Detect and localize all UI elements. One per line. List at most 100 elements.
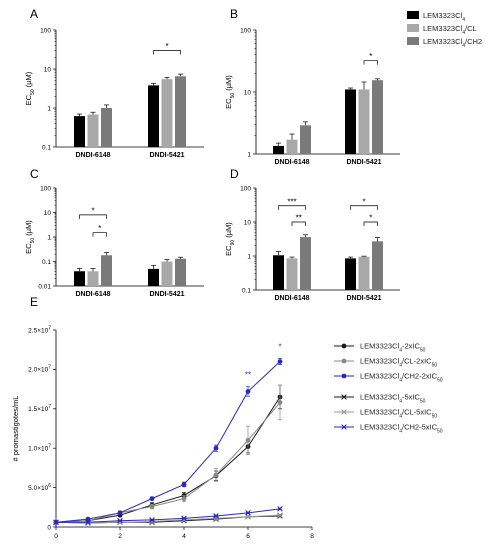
data-point [277,400,283,405]
label-text: /CL-2xIC [402,357,432,366]
panel-e: E 0 5.0×106 1.0×107 1.5×107 2.0×107 2.5×107 0 2 4… [11,295,314,540]
legend-label: LEM3323Cl4/CH2 [423,37,482,49]
significance-bracket [79,214,107,219]
data-point [277,512,283,518]
data-point [53,519,59,526]
significance-bracket [350,205,378,210]
label-text: (µM) [224,222,233,240]
y-tick-label: 10 [244,89,252,96]
bar [273,255,284,290]
bar [87,271,99,286]
bar [148,85,159,147]
data-point [245,510,251,516]
legend-label: LEM3323Cl4/CL [423,24,477,36]
y-tick-label: 2.0×107 [28,365,51,374]
category-label: DNDI-5421 [149,152,184,159]
significance-label: * [369,52,372,61]
legend-marker [341,409,347,415]
significance-label: * [98,224,101,233]
significance-label: * [369,214,372,223]
panel-letter: C [30,167,39,181]
y-tick-label: 1 [47,234,51,241]
legend-marker [341,343,347,349]
bar [161,79,173,147]
legend-swatch [407,24,419,32]
bar [358,256,370,290]
subscript-text: 4 [462,30,465,36]
category-label: DNDI-6148 [274,295,309,302]
subscript-text: 4 [399,414,402,420]
x-tick-label: 0 [54,533,58,540]
subscript-text: 4 [399,363,402,369]
series-line [55,514,281,524]
label-text: LEM3323Cl [360,372,400,381]
x-tick-label: 8 [310,533,314,540]
legend-label: LEM3323Cl4/CH2-5xIC50 [360,423,443,435]
legend-marker [341,358,347,364]
data-point [277,506,283,512]
label-text: /CL [465,24,477,33]
y-tick-label: 2.5×107 [28,325,51,334]
significance-bracket [291,221,306,226]
label-text: LEM3323Cl [360,423,400,432]
data-point [117,510,123,516]
data-point [181,482,187,487]
data-point [181,496,187,502]
tick-exponent: 7 [48,325,51,331]
data-point [181,515,187,522]
bar [74,116,85,147]
bar [273,145,284,154]
y-tick-label: 1 [247,253,251,260]
significance-label: * [91,206,94,215]
series-line [55,361,281,523]
data-point [149,519,155,526]
data-point [277,359,283,364]
legend-marker [341,424,347,430]
x-tick-label: 4 [182,533,186,540]
legend-marker [341,373,347,379]
series-line [56,508,281,523]
subscript-text: 4 [462,43,465,49]
bar [175,258,186,286]
significance-label: * [165,42,168,51]
label-text: LEM3323Cl [423,37,463,46]
y-axis-label: # promastigotes/mL [11,396,20,462]
y-tick-label: 100 [240,27,251,34]
significance-label: ** [296,214,302,223]
legend-swatch [407,37,419,45]
subscript-text: 50 [432,414,438,420]
label-text: LEM3323Cl [360,357,400,366]
bar [148,268,159,286]
bar [101,255,112,286]
subscript-text: 4 [462,17,465,23]
y-tick-label: 0.1 [42,259,51,266]
x-tick-label: 6 [246,533,250,540]
label-text: LEM3323Cl [360,342,400,351]
label-text: -2xIC [402,342,421,351]
subscript-text: 50 [437,429,443,435]
y-tick-label: 1.0×107 [28,444,51,453]
series-line [55,396,281,523]
y-axis-label: EC50 (µM) [224,75,236,109]
y-tick-label: 100 [40,185,51,192]
significance-label: ** [245,370,251,379]
subscript-text: 50 [437,378,443,384]
bar [345,89,356,154]
label-text: -5xIC [402,393,421,402]
y-axis-label: EC50 (µM) [24,220,36,254]
label-text: /CH2 [465,37,482,46]
subscript-text: 50 [432,363,438,369]
data-point [245,389,251,394]
subscript-text: 50 [420,348,426,354]
bar [286,139,298,154]
data-point [149,496,155,502]
data-point [85,520,91,526]
x-tick-label: 2 [118,533,122,540]
label-text: EC [24,243,33,254]
legend-label: LEM3323Cl4/CL-5xIC50 [360,408,437,420]
y-tick-label: 10 [44,66,52,73]
legend-swatch [407,11,419,19]
label-text: LEM3323Cl [360,408,400,417]
